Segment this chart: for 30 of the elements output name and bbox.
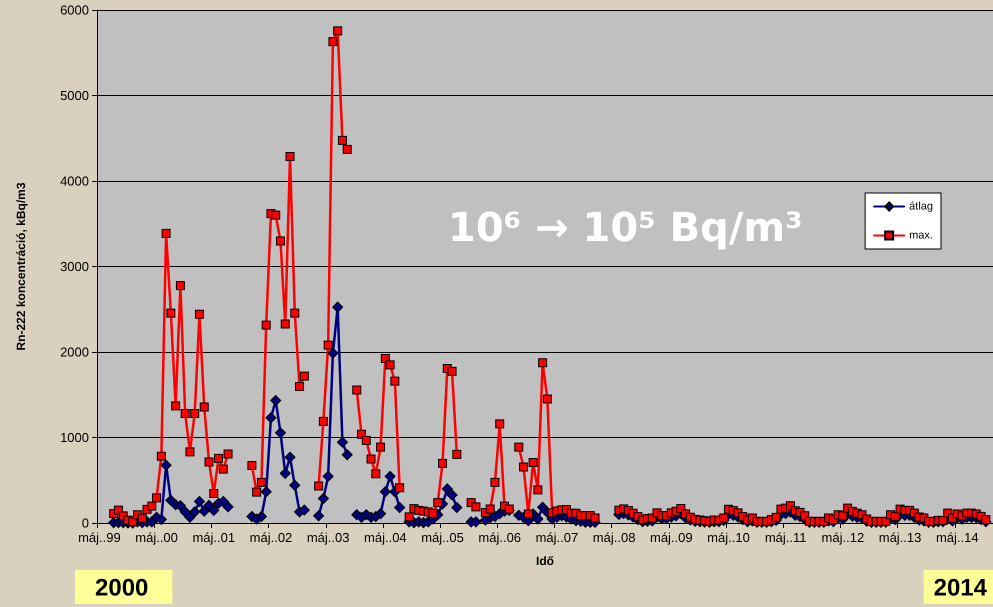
legend-label: max. xyxy=(909,230,933,242)
text: 2014 xyxy=(934,574,988,602)
x-tick-label: máj..99 xyxy=(78,530,121,545)
x-axis-title: Idő xyxy=(536,554,554,568)
x-tick-label: máj..07 xyxy=(536,530,578,545)
text: 2000 xyxy=(95,574,148,602)
x-tick-label: máj..08 xyxy=(592,530,636,545)
x-tick-label: máj..06 xyxy=(478,530,522,545)
y-tick-label: 4000 xyxy=(60,174,89,188)
x-tick-label: máj..09 xyxy=(650,530,693,545)
x-tick-label: máj..02 xyxy=(250,530,292,545)
x-tick-label: máj..05 xyxy=(421,530,464,545)
x-tick-label: máj..10 xyxy=(707,530,750,545)
y-tick-label: 1000 xyxy=(60,430,89,445)
y-tick-label: 0 xyxy=(82,516,89,530)
x-tick-label: máj..11 xyxy=(764,530,807,545)
x-tick-label: máj..14 xyxy=(936,530,979,545)
x-tick-label: máj..12 xyxy=(822,530,864,545)
y-axis-title: Rn-222 koncentráció, kBq/m3 xyxy=(14,182,28,351)
x-tick-label: máj..13 xyxy=(878,530,922,545)
x-tick-label: máj..01 xyxy=(192,530,236,545)
annotation: 10⁶ → 10⁵ Bq/m³ xyxy=(448,205,803,251)
x-tick-label: máj..04 xyxy=(364,530,407,545)
y-tick-label: 3000 xyxy=(60,259,89,274)
x-tick-label: máj..00 xyxy=(135,530,178,545)
y-tick-label: 6000 xyxy=(60,2,89,18)
y-tick-label: 2000 xyxy=(60,344,89,360)
y-tick-label: 5000 xyxy=(60,88,89,103)
legend-label: átlag xyxy=(909,200,934,212)
x-tick-label: máj..03 xyxy=(306,530,350,545)
